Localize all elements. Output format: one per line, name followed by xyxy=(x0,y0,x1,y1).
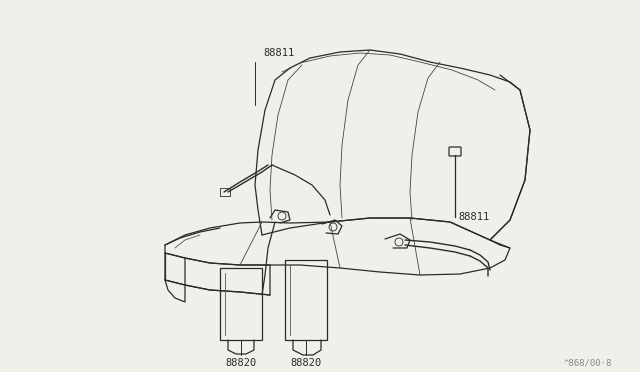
Bar xyxy=(220,268,262,340)
Bar xyxy=(220,188,230,196)
Text: ^868/00·8: ^868/00·8 xyxy=(564,358,612,367)
Text: 88811: 88811 xyxy=(263,48,294,58)
Text: 88820: 88820 xyxy=(291,358,322,368)
Text: 88811: 88811 xyxy=(458,212,489,222)
Text: 88820: 88820 xyxy=(225,358,257,368)
Bar xyxy=(285,260,327,340)
FancyBboxPatch shape xyxy=(449,147,461,156)
